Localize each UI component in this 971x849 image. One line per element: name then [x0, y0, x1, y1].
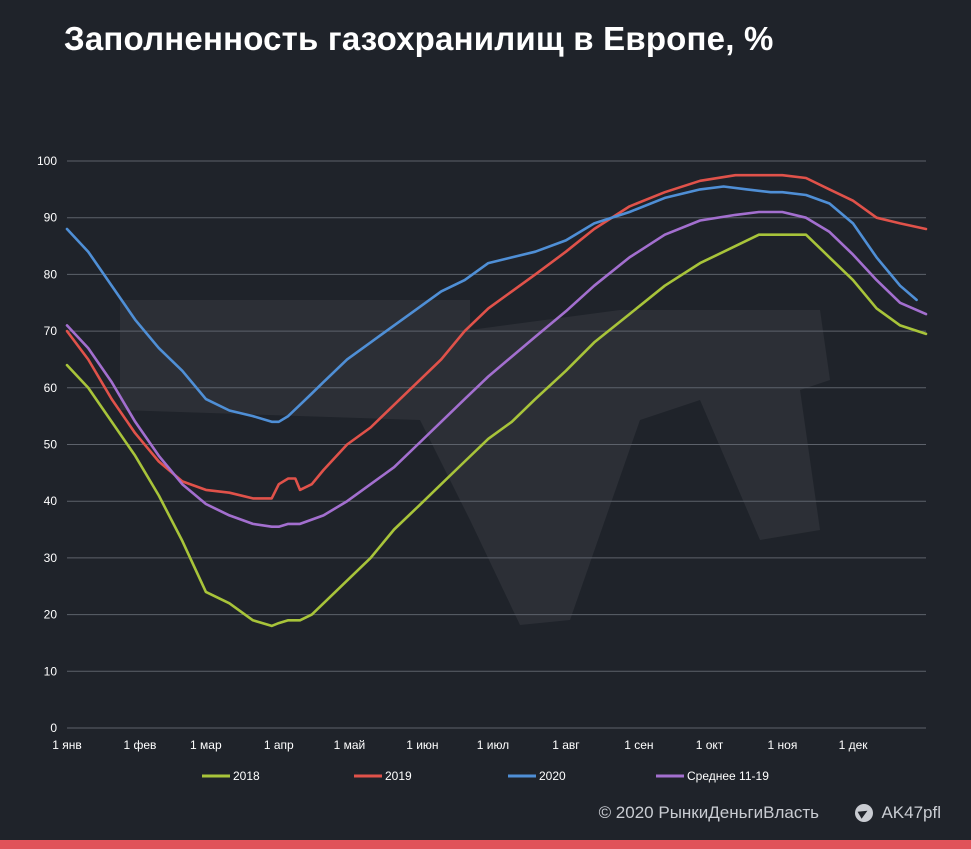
x-tick-label: 1 авг [552, 738, 580, 752]
series-lines [65, 173, 928, 628]
y-tick-label: 60 [44, 381, 58, 395]
legend: 2018 2019 2020 Среднее 11-19 [202, 769, 769, 783]
y-tick-label: 90 [44, 211, 58, 225]
x-tick-label: 1 окт [696, 738, 724, 752]
x-tick-label: 1 мар [190, 738, 222, 752]
x-tick-label: 1 янв [52, 738, 82, 752]
watermark-silhouette [120, 300, 830, 625]
y-tick-label: 0 [50, 721, 57, 735]
series-line-2020 [65, 185, 918, 424]
x-tick-label: 1 сен [624, 738, 653, 752]
copyright-text: © 2020 РынкиДеньгиВласть [598, 803, 819, 822]
grid-lines [67, 160, 926, 729]
legend-label: Среднее 11-19 [687, 769, 769, 783]
x-tick-label: 1 июл [477, 738, 509, 752]
series-line-Среднее-11-19 [65, 210, 928, 529]
x-tick-label: 1 фев [123, 738, 156, 752]
legend-label: 2019 [385, 769, 412, 783]
y-tick-label: 40 [44, 494, 58, 508]
y-tick-label: 10 [44, 664, 58, 678]
x-tick-label: 1 май [334, 738, 366, 752]
telegram-icon [855, 804, 874, 822]
y-tick-label: 80 [44, 267, 58, 281]
x-tick-label: 1 апр [264, 738, 294, 752]
x-tick-label: 1 июн [406, 738, 438, 752]
accent-bar [0, 840, 971, 849]
series-line-2018 [65, 233, 928, 628]
chart-title: Заполненность газохранилищ в Европе, % [64, 20, 774, 57]
legend-label: 2020 [539, 769, 566, 783]
y-axis-ticks: 0 10 20 30 40 50 60 70 80 90 100 [37, 154, 57, 735]
legend-label: 2018 [233, 769, 260, 783]
y-tick-label: 100 [37, 154, 57, 168]
telegram-text: AK47pfl [881, 803, 941, 822]
x-tick-label: 1 ноя [768, 738, 798, 752]
y-tick-label: 50 [44, 438, 58, 452]
x-tick-label: 1 дек [839, 738, 869, 752]
x-axis-ticks: 1 янв 1 фев 1 мар 1 апр 1 май 1 июн 1 июл 1 авг… [52, 738, 868, 752]
y-tick-label: 30 [44, 551, 58, 565]
y-tick-label: 70 [44, 324, 58, 338]
series-line-2019 [65, 173, 928, 500]
telegram-handle[interactable]: AK47pfl [855, 803, 941, 823]
y-tick-label: 20 [44, 608, 58, 622]
